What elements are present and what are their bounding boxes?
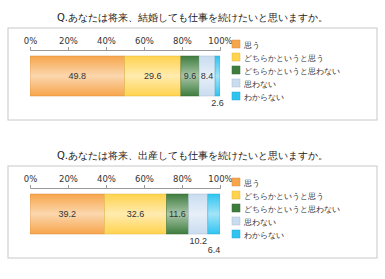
x-tick-mark [144, 185, 145, 188]
bars [30, 194, 220, 234]
legend: 思うどちらかというと思うどちらかというと思わない思わないわからない [232, 40, 340, 102]
legend-swatch [232, 40, 240, 48]
bar-segment [188, 194, 207, 234]
chart-canvas: Q.あなたは将来、結婚しても仕事を続けたいと思いますか。 0% 20% 40% 60% 8… [0, 0, 385, 279]
data-label: 2.6 [211, 98, 224, 108]
x-tick-mark [30, 185, 31, 188]
chart-title: Q.あなたは将来、結婚しても仕事を続けたいと思いますか。 [57, 12, 328, 23]
bar-segment [199, 56, 215, 96]
x-axis: 0% 20% 40% 60% 80% 100% [24, 36, 233, 51]
data-label: 11.6 [169, 209, 186, 219]
x-tick-label: 0% [24, 174, 38, 184]
legend-swatch [232, 178, 240, 186]
x-tick: 40% [97, 36, 116, 50]
bar-segment [208, 194, 220, 234]
x-tick-mark [106, 47, 107, 50]
x-tick-mark [68, 47, 69, 50]
data-label: 32.6 [127, 209, 145, 219]
data-label: 29.6 [144, 71, 162, 81]
x-tick-mark [30, 47, 31, 50]
legend: 思うどちらかというと思うどちらかというと思わない思わないわからない [232, 178, 340, 240]
x-tick-mark [68, 185, 69, 188]
x-tick-label: 20% [59, 174, 78, 184]
bar-segment [30, 56, 125, 96]
x-tick-label: 100% [208, 36, 232, 46]
x-tick: 100% [208, 36, 232, 50]
data-labels: 39.2 32.6 11.6 10.26.4 [58, 209, 220, 255]
x-tick: 0% [24, 36, 38, 50]
legend-swatch [232, 191, 240, 199]
x-axis: 0% 20% 40% 60% 80% 100% [24, 174, 233, 189]
x-tick: 40% [97, 174, 116, 188]
x-tick: 0% [24, 174, 38, 188]
legend-label: 思わない [243, 80, 276, 89]
x-tick: 20% [59, 36, 78, 50]
chart-title: Q.あなたは将来、出産しても仕事を続けたいと思いますか。 [57, 150, 328, 161]
x-tick: 80% [173, 174, 192, 188]
x-tick-label: 20% [59, 36, 78, 46]
legend-label: どちらかというと思う [244, 192, 324, 201]
x-tick-label: 80% [173, 174, 192, 184]
x-tick-mark [182, 185, 183, 188]
x-tick: 100% [208, 174, 232, 188]
legend-swatch [232, 230, 240, 238]
data-label: 49.8 [69, 71, 87, 81]
legend-swatch [232, 79, 240, 87]
data-label: 9.6 [184, 71, 197, 81]
x-tick-mark [220, 185, 221, 188]
bar-segment [30, 194, 104, 234]
bar-segment [104, 194, 166, 234]
data-label: 6.4 [208, 245, 221, 255]
legend-swatch [232, 217, 240, 225]
x-axis-line [31, 185, 221, 189]
x-tick-label: 0% [24, 36, 38, 46]
data-label: 8.4 [201, 71, 214, 81]
chart: Q.あなたは将来、結婚しても仕事を続けたいと思いますか。 0% 20% 40% 60% 8… [8, 12, 377, 120]
data-label: 10.2 [189, 236, 207, 246]
x-tick: 60% [135, 36, 154, 50]
chart-frame [8, 28, 377, 120]
x-tick-label: 80% [173, 36, 192, 46]
x-tick-mark [182, 47, 183, 50]
chart-frame [8, 166, 377, 258]
bar-segment [166, 194, 188, 234]
legend-label: どちらかというと思わない [244, 205, 340, 214]
legend-label: どちらかというと思う [244, 54, 324, 63]
x-tick-label: 40% [97, 174, 116, 184]
bar-segment [181, 56, 199, 96]
x-tick-label: 40% [97, 36, 116, 46]
x-tick: 20% [59, 174, 78, 188]
chart: Q.あなたは将来、出産しても仕事を続けたいと思いますか。 0% 20% 40% 60% 8… [8, 150, 377, 258]
legend-swatch [232, 66, 240, 74]
legend-label: どちらかというと思わない [244, 67, 340, 76]
bar-segment [125, 56, 181, 96]
x-tick-mark [106, 185, 107, 188]
x-tick-mark [144, 47, 145, 50]
data-labels: 49.8 29.6 9.6 8.4 2.6 [69, 71, 224, 108]
x-tick-label: 60% [135, 36, 154, 46]
legend-label: 思う [243, 41, 260, 50]
bar-segment [215, 56, 220, 96]
legend-swatch [232, 92, 240, 100]
legend-label: わからない [244, 231, 284, 240]
legend-label: 思う [243, 179, 260, 188]
x-tick: 60% [135, 174, 154, 188]
x-tick-label: 60% [135, 174, 154, 184]
x-tick-mark [220, 47, 221, 50]
legend-swatch [232, 204, 240, 212]
data-label: 39.2 [58, 209, 76, 219]
legend-swatch [232, 53, 240, 61]
x-tick: 80% [173, 36, 192, 50]
x-tick-label: 100% [208, 174, 232, 184]
bars [30, 56, 220, 96]
legend-label: 思わない [243, 218, 276, 227]
legend-label: わからない [244, 93, 284, 102]
x-axis-line [31, 47, 221, 51]
